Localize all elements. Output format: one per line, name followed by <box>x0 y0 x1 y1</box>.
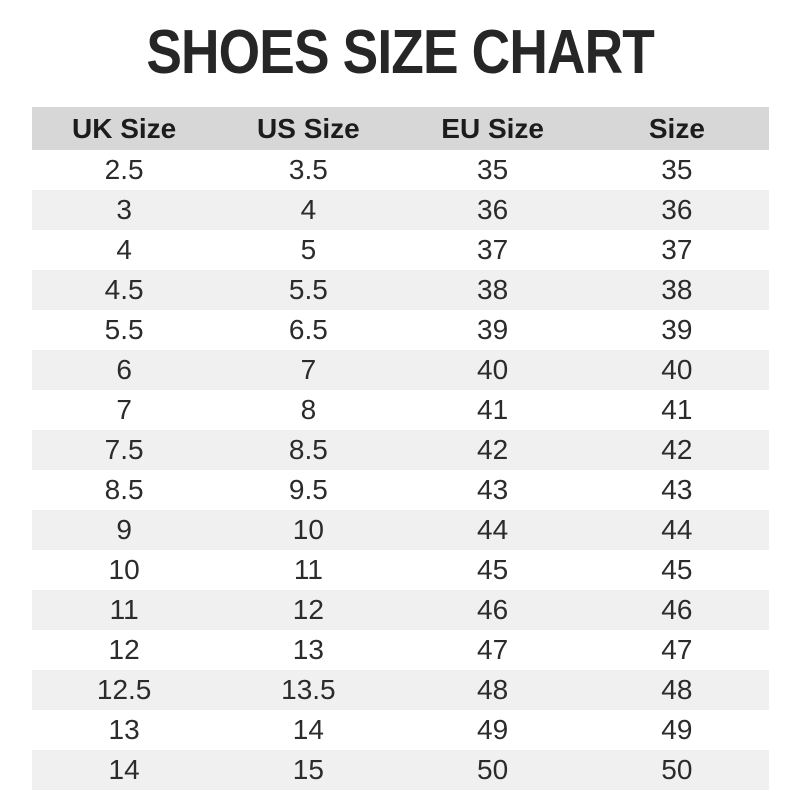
table-cell: 40 <box>477 354 509 385</box>
size-table: UK Size US Size EU Size Size 2.5 3.5 35 35 3… <box>32 107 769 790</box>
table-cell: 4.5 <box>104 274 144 305</box>
table-row: 13 14 49 49 <box>32 710 769 750</box>
table-cell: 7.5 <box>104 434 144 465</box>
table-cell: 39 <box>661 314 693 345</box>
table-row: 11 12 46 46 <box>32 590 769 630</box>
table-header-row: UK Size US Size EU Size Size <box>32 107 769 150</box>
table-cell: 37 <box>477 234 509 265</box>
title-area: SHOES SIZE CHART <box>0 0 800 88</box>
table-cell: 5.5 <box>288 274 328 305</box>
table-row: 9 10 44 44 <box>32 510 769 550</box>
table-body: 2.5 3.5 35 35 3 4 36 36 4 5 37 37 4.5 5.5 38 38 5.5 6.5 39… <box>32 150 769 790</box>
table-cell: 44 <box>477 514 509 545</box>
table-row: 3 4 36 36 <box>32 190 769 230</box>
table-cell: 40 <box>661 354 693 385</box>
table-row: 7 8 41 41 <box>32 390 769 430</box>
table-row: 7.5 8.5 42 42 <box>32 430 769 470</box>
table-cell: 13.5 <box>281 674 336 705</box>
table-cell: 37 <box>661 234 693 265</box>
table-cell: 12 <box>108 634 140 665</box>
table-cell: 7 <box>116 394 132 425</box>
table-cell: 8.5 <box>104 474 144 505</box>
column-header-eu-size: EU Size <box>441 113 544 144</box>
table-cell: 14 <box>292 714 324 745</box>
table-cell: 3 <box>116 194 132 225</box>
table-cell: 49 <box>661 714 693 745</box>
table-cell: 14 <box>108 754 140 785</box>
table-cell: 13 <box>292 634 324 665</box>
table-cell: 15 <box>292 754 324 785</box>
table-cell: 12.5 <box>96 674 152 705</box>
table-cell: 6.5 <box>288 314 328 345</box>
table-cell: 43 <box>477 474 509 505</box>
table-cell: 8.5 <box>288 434 328 465</box>
table-row: 12 13 47 47 <box>32 630 769 670</box>
table-cell: 41 <box>477 394 509 425</box>
table-cell: 9 <box>116 514 132 545</box>
table-cell: 48 <box>477 674 509 705</box>
table-cell: 50 <box>477 754 509 785</box>
table-cell: 38 <box>661 274 693 305</box>
column-header-us-size: US Size <box>257 113 360 144</box>
table-cell: 48 <box>661 674 693 705</box>
column-header-size: Size <box>648 113 705 144</box>
table-cell: 35 <box>477 154 509 185</box>
table-cell: 3.5 <box>288 154 328 185</box>
table-cell: 45 <box>661 554 693 585</box>
table-cell: 10 <box>108 554 140 585</box>
table-cell: 35 <box>661 154 693 185</box>
table-cell: 47 <box>661 634 693 665</box>
table-cell: 12 <box>292 594 324 625</box>
table-cell: 44 <box>661 514 693 545</box>
table-cell: 42 <box>661 434 693 465</box>
table-cell: 46 <box>477 594 509 625</box>
table-row: 6 7 40 40 <box>32 350 769 390</box>
column-header-uk-size: UK Size <box>72 113 177 144</box>
table-row: 4.5 5.5 38 38 <box>32 270 769 310</box>
table-cell: 36 <box>661 194 693 225</box>
table-cell: 2.5 <box>104 154 144 185</box>
table-cell: 42 <box>477 434 509 465</box>
table-row: 4 5 37 37 <box>32 230 769 270</box>
table-cell: 11 <box>293 554 323 585</box>
table-cell: 46 <box>661 594 693 625</box>
table-row: 5.5 6.5 39 39 <box>32 310 769 350</box>
table-cell: 36 <box>477 194 509 225</box>
table-cell: 38 <box>477 274 509 305</box>
table-row: 8.5 9.5 43 43 <box>32 470 769 510</box>
table-cell: 45 <box>477 554 509 585</box>
table-cell: 6 <box>116 354 132 385</box>
table-cell: 10 <box>292 514 324 545</box>
table-cell: 47 <box>477 634 509 665</box>
table-row: 14 15 50 50 <box>32 750 769 790</box>
table-cell: 43 <box>661 474 693 505</box>
page-title: SHOES SIZE CHART <box>146 18 655 87</box>
table-row: 10 11 45 45 <box>32 550 769 590</box>
table-cell: 41 <box>661 394 693 425</box>
table-cell: 4 <box>116 234 132 265</box>
table-cell: 11 <box>109 594 139 625</box>
table-cell: 50 <box>661 754 693 785</box>
table-row: 2.5 3.5 35 35 <box>32 150 769 190</box>
table-cell: 39 <box>477 314 509 345</box>
table-cell: 49 <box>477 714 509 745</box>
table-row: 12.5 13.5 48 48 <box>32 670 769 710</box>
table-cell: 4 <box>300 194 317 225</box>
table-cell: 7 <box>300 354 317 385</box>
table-cell: 8 <box>300 394 317 425</box>
table-cell: 9.5 <box>288 474 328 505</box>
table-cell: 5 <box>300 234 317 265</box>
table-cell: 13 <box>108 714 140 745</box>
table-cell: 5.5 <box>104 314 144 345</box>
